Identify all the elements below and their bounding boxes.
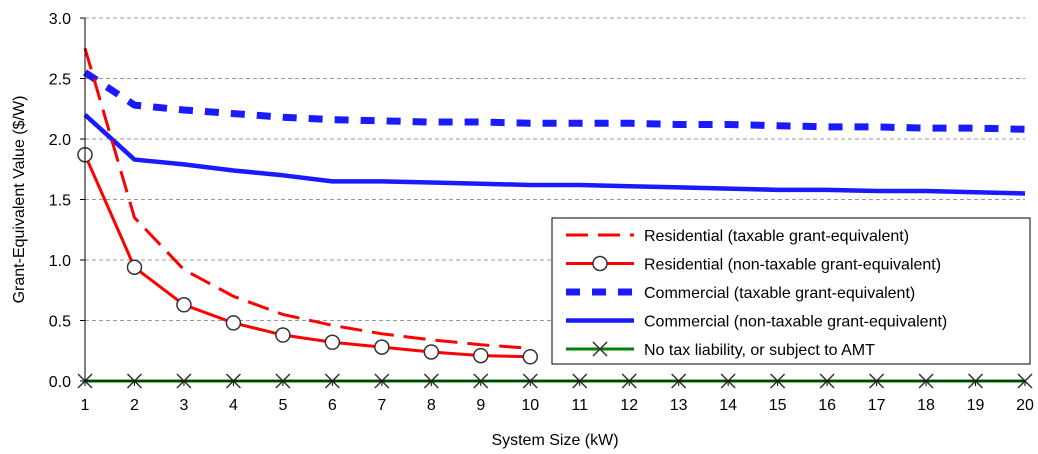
data-point-1-4: [225, 315, 242, 331]
x-tick-label: 16: [818, 397, 836, 414]
data-point-1-5: [275, 327, 291, 343]
x-tick-label: 20: [1016, 397, 1034, 414]
legend: Residential (taxable grant-equivalent) Re…: [551, 217, 1031, 365]
y-tick-label: 2.5: [49, 72, 71, 89]
x-tick-label: 19: [967, 397, 985, 414]
series-line-3: [83, 113, 1026, 196]
data-point-1-10: [522, 349, 539, 365]
legend-label-1: Residential (non-taxable grant-equivalen…: [644, 257, 941, 274]
series-2: [83, 69, 1026, 133]
y-tick-label: 3.0: [49, 11, 71, 28]
legend-entry-2: Commercial (taxable grant-equivalent): [566, 285, 915, 302]
data-point-1-8: [423, 344, 440, 360]
data-point-1-2: [126, 259, 143, 276]
x-tick-label: 14: [719, 397, 737, 414]
legend-marker-4: [592, 341, 608, 357]
data-point-1-6: [324, 334, 341, 351]
x-tick-label: 4: [229, 397, 238, 414]
legend-entry-1: Residential (non-taxable grant-equivalen…: [566, 255, 941, 274]
x-tick-label: 10: [521, 397, 539, 414]
x-tick-label: 7: [377, 397, 386, 414]
data-point-1-3: [176, 297, 192, 313]
x-tick-label: 5: [278, 397, 287, 414]
x-tick-label: 13: [670, 397, 688, 414]
series-1: [77, 146, 539, 365]
x-tick-label: 8: [427, 397, 436, 414]
legend-label-3: Commercial (non-taxable grant-equivalent…: [644, 314, 947, 331]
legend-entry-3: Commercial (non-taxable grant-equivalent…: [566, 314, 947, 331]
x-tick-label: 15: [769, 397, 787, 414]
data-point-1-9: [473, 347, 489, 364]
legend-marker-1: [592, 255, 608, 272]
y-axis-ticks: 0.0 0.5 1.0 1.5 2.0 2.5 3.0: [49, 11, 85, 391]
legend-entry-4: No tax liability, or subject to AMT: [566, 341, 875, 359]
x-tick-label: 2: [130, 397, 139, 414]
y-tick-label: 2.0: [49, 132, 71, 149]
x-tick-label: 11: [571, 397, 588, 414]
y-tick-label: 1.0: [49, 253, 71, 270]
x-tick-label: 9: [476, 397, 485, 414]
x-tick-label: 17: [868, 397, 886, 414]
x-axis-ticks: 1 2 3 4 5 6 7 8 9 10 11 12 13 14 15 16 17 18 19 20: [81, 381, 1034, 414]
series-0: [83, 47, 531, 350]
legend-label-4: No tax liability, or subject to AMT: [644, 342, 875, 359]
y-tick-label: 1.5: [49, 193, 71, 210]
data-point-1-7: [374, 339, 390, 355]
legend-label-2: Commercial (taxable grant-equivalent): [644, 285, 915, 302]
x-tick-label: 12: [620, 397, 638, 414]
series-line-0: [83, 47, 531, 350]
legend-label-0: Residential (taxable grant-equivalent): [644, 228, 909, 245]
series-line-1: [83, 154, 531, 359]
x-axis-title: System Size (kW): [491, 432, 618, 449]
x-tick-label: 18: [917, 397, 935, 414]
x-tick-label: 1: [81, 397, 90, 414]
series-3: [83, 113, 1026, 196]
legend-entry-0: Residential (taxable grant-equivalent): [566, 228, 909, 245]
series-line-2: [83, 69, 1026, 133]
x-tick-label: 6: [328, 397, 337, 414]
y-tick-label: 0.0: [49, 374, 71, 391]
x-tick-label: 3: [179, 397, 188, 414]
y-tick-label: 0.5: [49, 314, 71, 331]
y-axis-title: Grant-Equivalent Value ($/W): [11, 96, 28, 304]
